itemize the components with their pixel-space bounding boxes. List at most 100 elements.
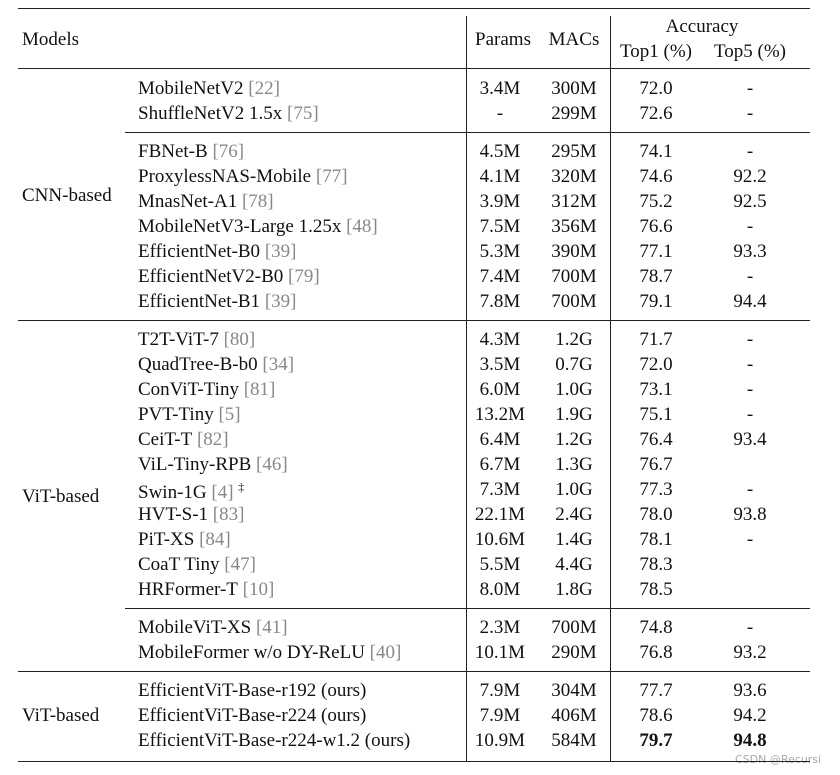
citation: [81]	[243, 379, 276, 400]
top5-cell: -	[746, 617, 754, 638]
watermark: CSDN @Recursi	[735, 753, 822, 766]
citation: [79]	[288, 266, 320, 287]
model-cell: ShuffleNetV2 1.5x [75]	[138, 103, 319, 125]
model-cell: ViL-Tiny-RPB [46]	[138, 454, 288, 476]
model-name: Swin-1G	[138, 482, 207, 504]
params-cell: 7.9M	[479, 705, 521, 726]
macs-cell: 356M	[551, 216, 597, 237]
macs-cell: 4.4G	[555, 554, 593, 575]
params-cell: 6.4M	[479, 429, 521, 450]
citation: [22]	[248, 78, 280, 99]
top5-cell: 94.4	[733, 291, 767, 312]
model-name: PVT-Tiny	[138, 404, 214, 425]
model-name: MobileFormer w/o DY-ReLU	[138, 642, 365, 663]
header-cell: MACs	[548, 29, 600, 50]
params-cell: 7.5M	[479, 216, 521, 237]
model-name: T2T-ViT-7	[138, 329, 219, 350]
model-name: FBNet-B	[138, 141, 208, 162]
model-cell: T2T-ViT-7 [80]	[138, 329, 255, 351]
macs-cell: 320M	[551, 166, 597, 187]
citation: [82]	[196, 429, 229, 450]
model-cell: EfficientNet-B0 [39]	[138, 241, 296, 263]
top5-cell: 92.2	[733, 166, 767, 187]
rule	[125, 608, 810, 609]
model-name: QuadTree-B-b0	[138, 354, 258, 375]
macs-cell: 300M	[551, 78, 597, 99]
macs-cell: 700M	[551, 617, 597, 638]
macs-cell: 295M	[551, 141, 597, 162]
model-cell: MobileFormer w/o DY-ReLU [40]	[138, 642, 401, 664]
group-label: ViT-based	[22, 485, 100, 507]
macs-cell: 1.8G	[555, 579, 593, 600]
model-name: ProxylessNAS-Mobile	[138, 166, 312, 187]
params-cell: 6.7M	[479, 454, 521, 475]
top5-cell: -	[746, 354, 754, 375]
top5-cell: 92.5	[733, 191, 767, 212]
model-name: ViL-Tiny-RPB	[138, 454, 252, 475]
model-name: HVT-S-1	[138, 504, 209, 525]
header-rule	[18, 68, 810, 69]
model-name: EfficientNet-B1	[138, 291, 261, 312]
model-cell: EfficientViT-Base-r224 (ours)	[138, 705, 366, 727]
model-cell: MobileNetV2 [22]	[138, 78, 280, 100]
model-name: EfficientViT-Base-r224-w1.2 (ours)	[138, 730, 411, 751]
header-cell: Accuracy	[665, 16, 739, 37]
top1-cell: 78.5	[639, 579, 673, 600]
group-label: CNN-based	[22, 184, 112, 206]
top5-cell: -	[746, 266, 754, 287]
model-name: MobileViT-XS	[138, 617, 252, 638]
rule	[18, 320, 810, 321]
model-name: PiT-XS	[138, 529, 195, 550]
macs-cell: 1.2G	[555, 329, 593, 350]
model-cell: CoaT Tiny [47]	[138, 554, 256, 576]
top1-cell: 75.1	[639, 404, 673, 425]
params-cell: 5.5M	[479, 554, 521, 575]
params-cell: 2.3M	[479, 617, 521, 638]
citation: [34]	[262, 354, 295, 375]
macs-cell: 1.4G	[555, 529, 593, 550]
header-cell: Params	[475, 29, 531, 50]
macs-cell: 700M	[551, 291, 597, 312]
model-cell: EfficientNet-B1 [39]	[138, 291, 296, 313]
params-cell: 7.8M	[479, 291, 521, 312]
top5-cell: -	[746, 216, 754, 237]
top1-cell: 78.7	[639, 266, 673, 287]
model-name: CoaT Tiny	[138, 554, 220, 575]
top5-cell: 93.6	[733, 680, 767, 701]
model-name: EfficientNet-B0	[138, 241, 261, 262]
citation: [10]	[242, 579, 275, 600]
rule	[18, 671, 810, 672]
model-cell: EfficientViT-Base-r224-w1.2 (ours)	[138, 730, 410, 752]
top5-cell: -	[746, 78, 754, 99]
macs-cell: 390M	[551, 241, 597, 262]
top5-cell: -	[746, 141, 754, 162]
citation: [84]	[199, 529, 231, 550]
model-name: ConViT-Tiny	[138, 379, 239, 400]
header-cell: Models	[22, 29, 79, 50]
params-cell: 13.2M	[474, 404, 526, 425]
top1-cell: 76.6	[639, 216, 673, 237]
model-name: HRFormer-T	[138, 579, 238, 600]
top5-cell: 94.8	[733, 730, 767, 751]
params-cell: 5.3M	[479, 241, 521, 262]
citation: [47]	[224, 554, 256, 575]
top5-cell: -	[746, 379, 754, 400]
macs-cell: 1.3G	[555, 454, 593, 475]
model-cell: HVT-S-1 [83]	[138, 504, 244, 526]
model-name: MobileNetV3-Large 1.25x	[138, 216, 342, 237]
top1-cell: 72.6	[639, 103, 673, 124]
model-name: EfficientViT-Base-r192 (ours)	[138, 680, 367, 701]
top1-cell: 78.6	[639, 705, 673, 726]
macs-cell: 1.0G	[555, 479, 593, 500]
model-cell: ConViT-Tiny [81]	[138, 379, 275, 401]
model-cell: Swin-1G [4] ‡	[138, 476, 244, 504]
params-cell: 7.4M	[479, 266, 521, 287]
column-rule	[610, 16, 611, 761]
header-cell: Top5 (%)	[713, 41, 787, 62]
model-name: MnasNet-A1	[138, 191, 238, 212]
macs-cell: 0.7G	[555, 354, 593, 375]
top5-cell: -	[746, 404, 754, 425]
citation: [75]	[287, 103, 319, 124]
model-cell: CeiT-T [82]	[138, 429, 229, 451]
